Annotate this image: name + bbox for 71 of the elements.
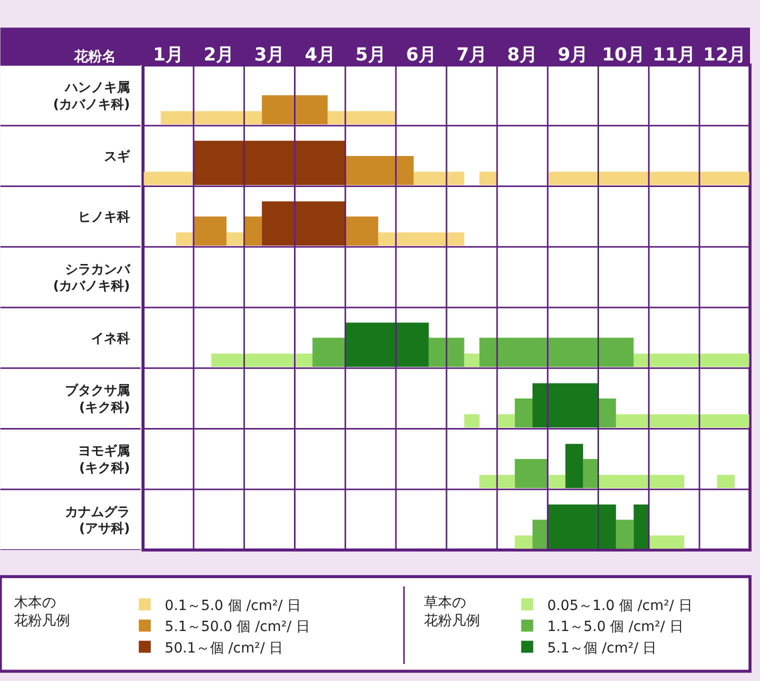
- x-tick-label: 11月: [652, 44, 696, 66]
- legend-label: 5.1～個 /cm²/ 日: [547, 640, 657, 656]
- bar: [479, 338, 634, 367]
- y-tick-label: カナムグラ (アサ科): [65, 504, 130, 537]
- legend-label: 1.1～5.0 個 /cm²/ 日: [547, 619, 684, 636]
- bar: [414, 172, 464, 186]
- bar: [598, 398, 616, 428]
- bar: [514, 459, 548, 488]
- bar: [345, 322, 429, 367]
- x-tick-label: 3月: [254, 44, 285, 66]
- bar: [160, 111, 262, 124]
- bar: [328, 111, 396, 124]
- y-tick-label: ハンノキ属 (カバノキ科): [53, 80, 130, 112]
- x-tick-label: 5月: [355, 44, 386, 66]
- y-tick-label: シラカンバ (カバノキ科): [53, 262, 131, 294]
- bar: [345, 216, 378, 246]
- bar: [634, 504, 649, 549]
- legend-label: 5.1～50.0 個 /cm²/ 日: [164, 619, 310, 636]
- bar: [548, 504, 616, 549]
- bar: [479, 172, 498, 186]
- bar: [312, 338, 346, 367]
- bar: [194, 216, 226, 246]
- bar: [514, 398, 532, 428]
- bar: [378, 232, 464, 246]
- bar: [464, 354, 480, 367]
- bar: [244, 216, 262, 246]
- y-tick-label: イネ科: [91, 331, 130, 346]
- bar: [194, 140, 346, 186]
- legend-label: 0.1～5.0 個 /cm²/ 日: [164, 598, 302, 614]
- legend-label: 50.1～個 /cm²/ 日: [164, 640, 284, 656]
- x-tick-label: 7月: [456, 44, 488, 66]
- bar: [211, 354, 312, 367]
- bar: [616, 520, 634, 549]
- bar: [143, 172, 194, 186]
- bar: [532, 520, 548, 549]
- x-tick-label: 1月: [153, 44, 184, 66]
- y-tick-label: ヒノキ科: [78, 210, 130, 226]
- bar: [262, 201, 346, 246]
- bar: [262, 95, 328, 124]
- bar: [532, 383, 598, 428]
- bar: [717, 474, 735, 488]
- bar: [497, 414, 515, 428]
- x-tick-label: 6月: [406, 44, 436, 66]
- bar: [583, 459, 598, 488]
- bar: [479, 474, 515, 488]
- bar: [428, 338, 464, 367]
- bar: [598, 474, 684, 488]
- bar: [548, 172, 750, 186]
- y-axis-title: 花粉名: [73, 49, 116, 65]
- x-tick-label: 4月: [304, 44, 336, 66]
- bar: [648, 535, 684, 549]
- y-tick-label: ヨモギ属 (キク科): [78, 444, 130, 476]
- bar: [565, 444, 584, 488]
- bar: [548, 474, 566, 488]
- x-tick-label: 2月: [204, 44, 234, 66]
- bar: [514, 535, 532, 549]
- legend-label: 0.05～1.0 個 /cm²/ 日: [547, 598, 692, 614]
- x-tick-label: 10月: [602, 44, 646, 66]
- bar: [345, 156, 414, 186]
- bar: [634, 354, 750, 367]
- y-tick-label: ブタクサ属 (キク科): [65, 382, 130, 416]
- x-tick-label: 12月: [703, 44, 746, 66]
- text: 木本の花粉凡例: [14, 594, 71, 630]
- bar: [226, 232, 244, 246]
- x-tick-label: 8月: [507, 44, 538, 66]
- text: 草本の花粉凡例: [424, 594, 481, 630]
- y-tick-label: スギ: [104, 149, 131, 164]
- bar: [464, 414, 480, 428]
- bar: [176, 232, 194, 246]
- bar: [616, 414, 750, 428]
- x-tick-label: 9月: [558, 44, 588, 66]
